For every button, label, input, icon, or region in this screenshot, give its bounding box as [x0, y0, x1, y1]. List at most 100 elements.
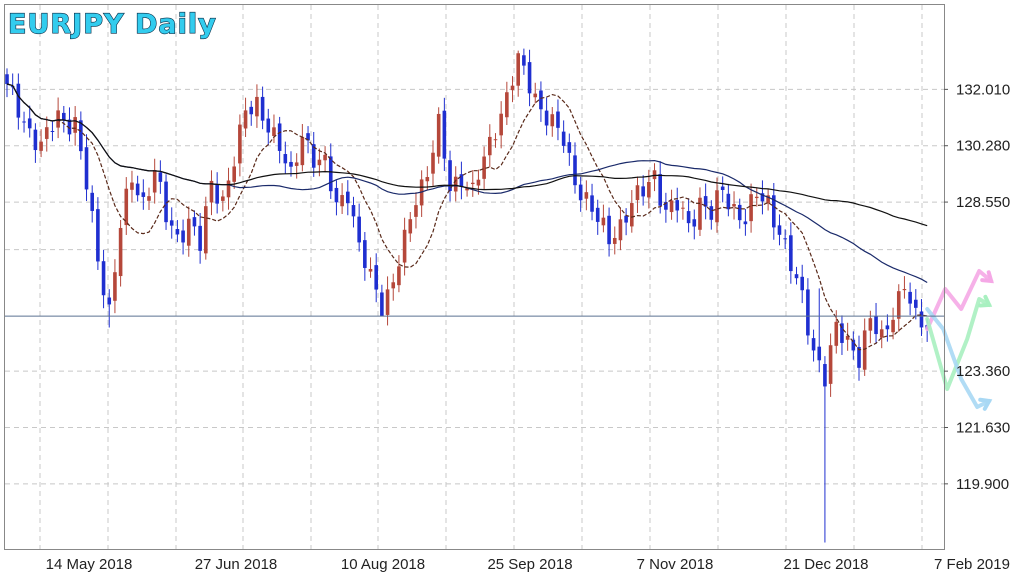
- price-tick-label: 130.280: [956, 138, 1010, 155]
- time-tick-label: 25 Sep 2018: [487, 556, 572, 573]
- candle-bull: [493, 139, 498, 141]
- candle-bull: [272, 127, 276, 137]
- candle-bull: [828, 345, 833, 384]
- candle-bear: [760, 193, 765, 202]
- candle-bear: [709, 206, 714, 220]
- candle-bull: [221, 196, 225, 201]
- candle-bull: [408, 219, 413, 234]
- candle-bull: [226, 180, 231, 198]
- time-axis: 14 May 2018 27 Jun 2018 10 Aug 2018 25 Sep …: [46, 556, 1010, 573]
- time-tick-label: 7 Feb 2019: [934, 556, 1010, 573]
- ma-fast-line: [6, 83, 928, 351]
- candle-bear: [908, 291, 912, 304]
- candle-bear: [658, 174, 662, 206]
- candle-bear: [198, 225, 202, 251]
- candle-bear: [50, 130, 55, 132]
- candle-bull: [476, 179, 481, 186]
- candle-bear: [556, 111, 560, 128]
- forecast-down-path-arrowhead: [978, 397, 993, 411]
- candle-bear: [595, 207, 600, 222]
- candle-bear: [578, 184, 583, 201]
- candle-bull: [385, 289, 390, 315]
- price-tick-label: 128.550: [956, 194, 1010, 211]
- candle-bull: [891, 319, 895, 333]
- candle-bull: [368, 268, 373, 272]
- candle-bear: [885, 325, 890, 330]
- candle-bull: [73, 117, 77, 133]
- candle-bear: [33, 129, 38, 151]
- candle-bear: [277, 123, 282, 151]
- candle-bear: [590, 195, 594, 212]
- candle-bull: [635, 185, 640, 201]
- candle-bull: [56, 110, 60, 128]
- candle-bear: [84, 147, 89, 190]
- candle-bull: [482, 156, 486, 179]
- candle-bear: [289, 161, 293, 167]
- candle-bear: [306, 133, 310, 141]
- candle-bull: [147, 196, 151, 201]
- candle-bull: [391, 282, 396, 289]
- candle-bear: [27, 118, 32, 129]
- candle-bull: [868, 318, 873, 331]
- candle-bear: [107, 297, 112, 305]
- candle-bull: [834, 321, 839, 346]
- forecast-down-path: [925, 307, 992, 409]
- candle-bull: [499, 113, 503, 136]
- candle-bear: [686, 211, 691, 224]
- candle-bear: [459, 174, 464, 187]
- candle-bull: [550, 114, 555, 127]
- candle-bull: [152, 170, 157, 193]
- candle-bear: [783, 238, 787, 240]
- candle-bear: [328, 156, 333, 192]
- candle-bear: [346, 191, 350, 204]
- candle-bull: [749, 194, 753, 222]
- price-tick-label: 121.630: [956, 419, 1010, 436]
- candle-bear: [823, 364, 827, 387]
- candle-bear: [62, 112, 66, 121]
- candle-bear: [266, 118, 271, 133]
- candle-bear: [192, 217, 197, 227]
- candle-bear: [544, 110, 549, 126]
- chart-title: EURJPY Daily: [8, 9, 217, 40]
- ma-slow-line: [6, 83, 928, 227]
- candle-bull: [232, 166, 236, 182]
- candle-bull: [647, 181, 651, 198]
- candle-bear: [857, 347, 861, 368]
- candle-bull: [340, 195, 344, 207]
- price-tick-label: 132.010: [956, 81, 1010, 98]
- candle-bull: [516, 53, 520, 86]
- candle-bear: [641, 186, 645, 197]
- candle-bear: [175, 229, 180, 235]
- candle-bear: [164, 181, 168, 223]
- candle-bull: [584, 192, 589, 199]
- candle-bear: [283, 154, 288, 164]
- moving-averages: [6, 83, 928, 351]
- candle-bull: [113, 272, 117, 301]
- price-tick-label: 119.900: [956, 476, 1009, 493]
- candle-bear: [215, 184, 219, 204]
- candle-bear: [806, 289, 810, 336]
- candle-bear: [260, 96, 265, 121]
- candle-bull: [238, 124, 242, 164]
- candle-bear: [96, 209, 100, 262]
- candle-bear: [380, 292, 384, 317]
- candle-bear: [817, 346, 822, 361]
- candle-bull: [465, 187, 469, 191]
- candle-bull: [453, 176, 458, 192]
- candle-bear: [169, 220, 174, 226]
- candle-bull: [436, 113, 441, 157]
- candle-bear: [527, 62, 532, 94]
- candle-bull: [488, 136, 492, 156]
- time-tick-label: 14 May 2018: [46, 556, 133, 573]
- candle-bull: [130, 182, 134, 190]
- candle-bull: [425, 177, 430, 182]
- candle-bull: [431, 152, 435, 174]
- candle-bull: [698, 197, 702, 230]
- candle-bear: [692, 219, 697, 227]
- candle-bull: [402, 229, 407, 263]
- candle-bear: [141, 192, 146, 197]
- candle-bull: [902, 289, 907, 291]
- candle-bull: [124, 188, 129, 226]
